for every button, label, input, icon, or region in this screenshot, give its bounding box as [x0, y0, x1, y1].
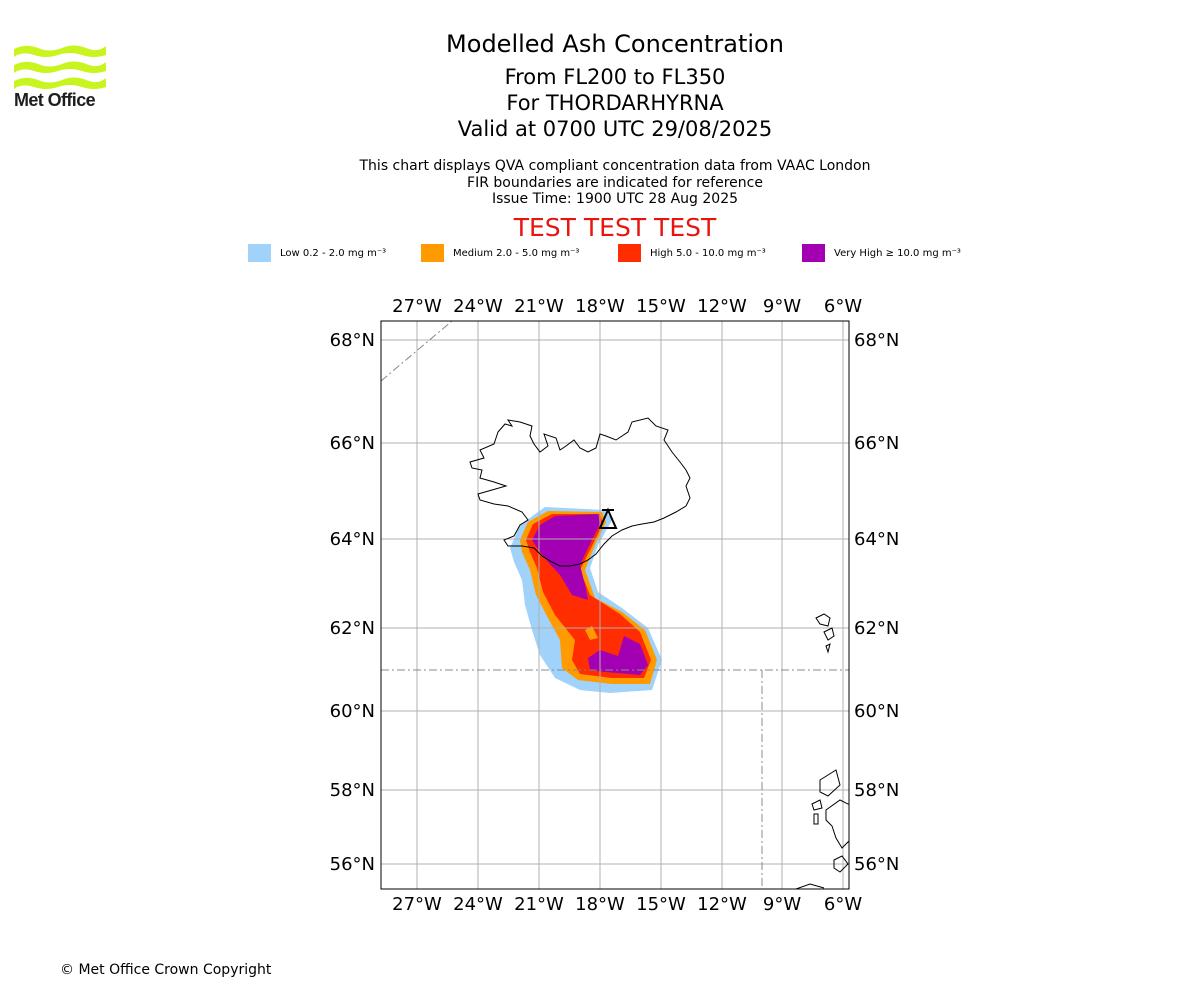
faroe-islands-coastline [815, 613, 835, 654]
fir-boundaries [381, 321, 849, 889]
lon-tick-bottom: 15°W [636, 894, 686, 915]
ash-very-high-region [532, 514, 600, 600]
lon-tick-top: 12°W [697, 296, 747, 317]
lat-tick-left: 56°N [330, 854, 375, 875]
lon-tick-bottom: 9°W [763, 894, 801, 915]
lon-tick-bottom: 24°W [453, 894, 503, 915]
lat-tick-left: 58°N [330, 780, 375, 801]
legend-item-low: Low 0.2 - 2.0 mg m⁻³ [248, 244, 386, 262]
volcano-name: For THORDARHYRNA [506, 91, 724, 115]
scotland-coastline [795, 769, 849, 889]
lat-tick-left: 60°N [330, 701, 375, 722]
lat-tick-right: 60°N [854, 701, 899, 722]
chart-subtitle: From FL200 to FL350 For THORDARHYRNA Val… [315, 64, 915, 142]
ash-high-notch [585, 626, 598, 640]
legend-swatch-high [618, 244, 641, 262]
lon-tick-top: 6°W [824, 296, 862, 317]
legend-label-high: High 5.0 - 10.0 mg m⁻³ [650, 247, 766, 259]
test-banner: TEST TEST TEST [513, 213, 717, 242]
chart-notes: This chart displays QVA compliant concen… [315, 158, 915, 208]
legend-swatch-low [248, 244, 271, 262]
lat-tick-left: 68°N [330, 330, 375, 351]
lat-tick-right: 58°N [854, 780, 899, 801]
lon-tick-top: 24°W [453, 296, 503, 317]
chart-title: Modelled Ash Concentration [446, 30, 784, 58]
met-office-logo [14, 45, 106, 89]
lon-tick-top: 18°W [575, 296, 625, 317]
legend-swatch-medium [421, 244, 444, 262]
map-gridlines [381, 321, 849, 889]
fir-note: FIR boundaries are indicated for referen… [467, 174, 763, 191]
lon-tick-top: 15°W [636, 296, 686, 317]
qva-note: This chart displays QVA compliant concen… [359, 158, 871, 174]
lat-tick-left: 62°N [330, 618, 375, 639]
lon-tick-top: 21°W [514, 296, 564, 317]
lat-tick-right: 68°N [854, 330, 899, 351]
legend-label-low: Low 0.2 - 2.0 mg m⁻³ [280, 247, 387, 259]
flight-levels: From FL200 to FL350 [504, 65, 726, 89]
lat-tick-right: 64°N [854, 529, 899, 550]
iceland-coastline [469, 417, 691, 567]
legend-item-medium: Medium 2.0 - 5.0 mg m⁻³ [421, 244, 579, 262]
ash-very-high-region-south [588, 636, 648, 675]
lon-tick-bottom: 12°W [697, 894, 747, 915]
lon-tick-bottom: 6°W [824, 894, 862, 915]
legend-swatch-very-high [802, 244, 825, 262]
lon-tick-bottom: 21°W [514, 894, 564, 915]
lon-tick-top: 9°W [763, 296, 801, 317]
ash-map: 27°W 24°W 21°W 18°W 15°W 12°W 9°W 6°W 27… [330, 296, 900, 915]
map-frame [380, 320, 850, 890]
lat-tick-right: 62°N [854, 618, 899, 639]
logo-text: Met Office [14, 90, 96, 110]
lon-tick-top: 27°W [392, 296, 442, 317]
lon-tick-bottom: 18°W [575, 894, 625, 915]
valid-time: Valid at 0700 UTC 29/08/2025 [457, 117, 773, 141]
lat-tick-left: 64°N [330, 529, 375, 550]
volcano-marker [598, 507, 618, 529]
lat-tick-right: 56°N [854, 854, 899, 875]
copyright: © Met Office Crown Copyright [60, 962, 272, 978]
issue-time: Issue Time: 1900 UTC 28 Aug 2025 [491, 191, 739, 207]
legend-item-high: High 5.0 - 10.0 mg m⁻³ [618, 244, 766, 262]
lon-tick-bottom: 27°W [392, 894, 442, 915]
legend-label-very-high: Very High ≥ 10.0 mg m⁻³ [834, 247, 961, 259]
legend-item-very-high: Very High ≥ 10.0 mg m⁻³ [802, 244, 961, 262]
legend-label-medium: Medium 2.0 - 5.0 mg m⁻³ [453, 247, 580, 259]
lat-tick-right: 66°N [854, 433, 899, 454]
lat-tick-left: 66°N [330, 433, 375, 454]
